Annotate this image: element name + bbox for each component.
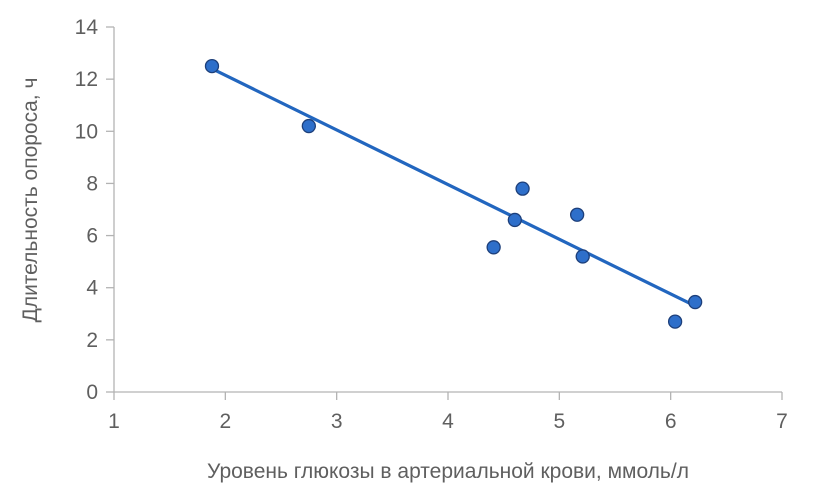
- x-tick-label: 2: [219, 410, 231, 433]
- y-tick-label: 10: [75, 120, 98, 143]
- chart-axes: [106, 26, 783, 400]
- trendline: [210, 67, 697, 308]
- x-tick-label: 5: [553, 410, 565, 433]
- data-point: [575, 249, 590, 264]
- x-tick-label: 3: [331, 410, 343, 433]
- trendline-group: [210, 67, 697, 308]
- data-point: [507, 212, 522, 228]
- data-point: [486, 240, 501, 255]
- data-points: [204, 58, 703, 329]
- y-tick-label: 14: [75, 16, 99, 39]
- y-tick-label: 2: [86, 329, 98, 352]
- y-axis-title: Длительность опороса, ч: [19, 78, 42, 323]
- data-point: [204, 58, 220, 74]
- data-point: [667, 314, 683, 329]
- y-tick-label: 12: [75, 68, 98, 91]
- data-point: [301, 118, 316, 134]
- data-point: [515, 181, 530, 196]
- y-tick-label: 0: [86, 381, 98, 404]
- x-tick-label: 6: [665, 410, 677, 433]
- y-tick-label: 8: [86, 172, 98, 195]
- x-axis-title: Уровень глюкозы в артериальной крови, мм…: [207, 460, 689, 483]
- x-tick-label: 7: [776, 410, 788, 433]
- x-tick-label: 1: [108, 410, 120, 433]
- y-tick-label: 4: [86, 277, 98, 300]
- data-point: [569, 207, 585, 222]
- x-tick-label: 4: [442, 410, 454, 433]
- data-point: [688, 294, 703, 310]
- y-tick-label: 6: [86, 225, 98, 248]
